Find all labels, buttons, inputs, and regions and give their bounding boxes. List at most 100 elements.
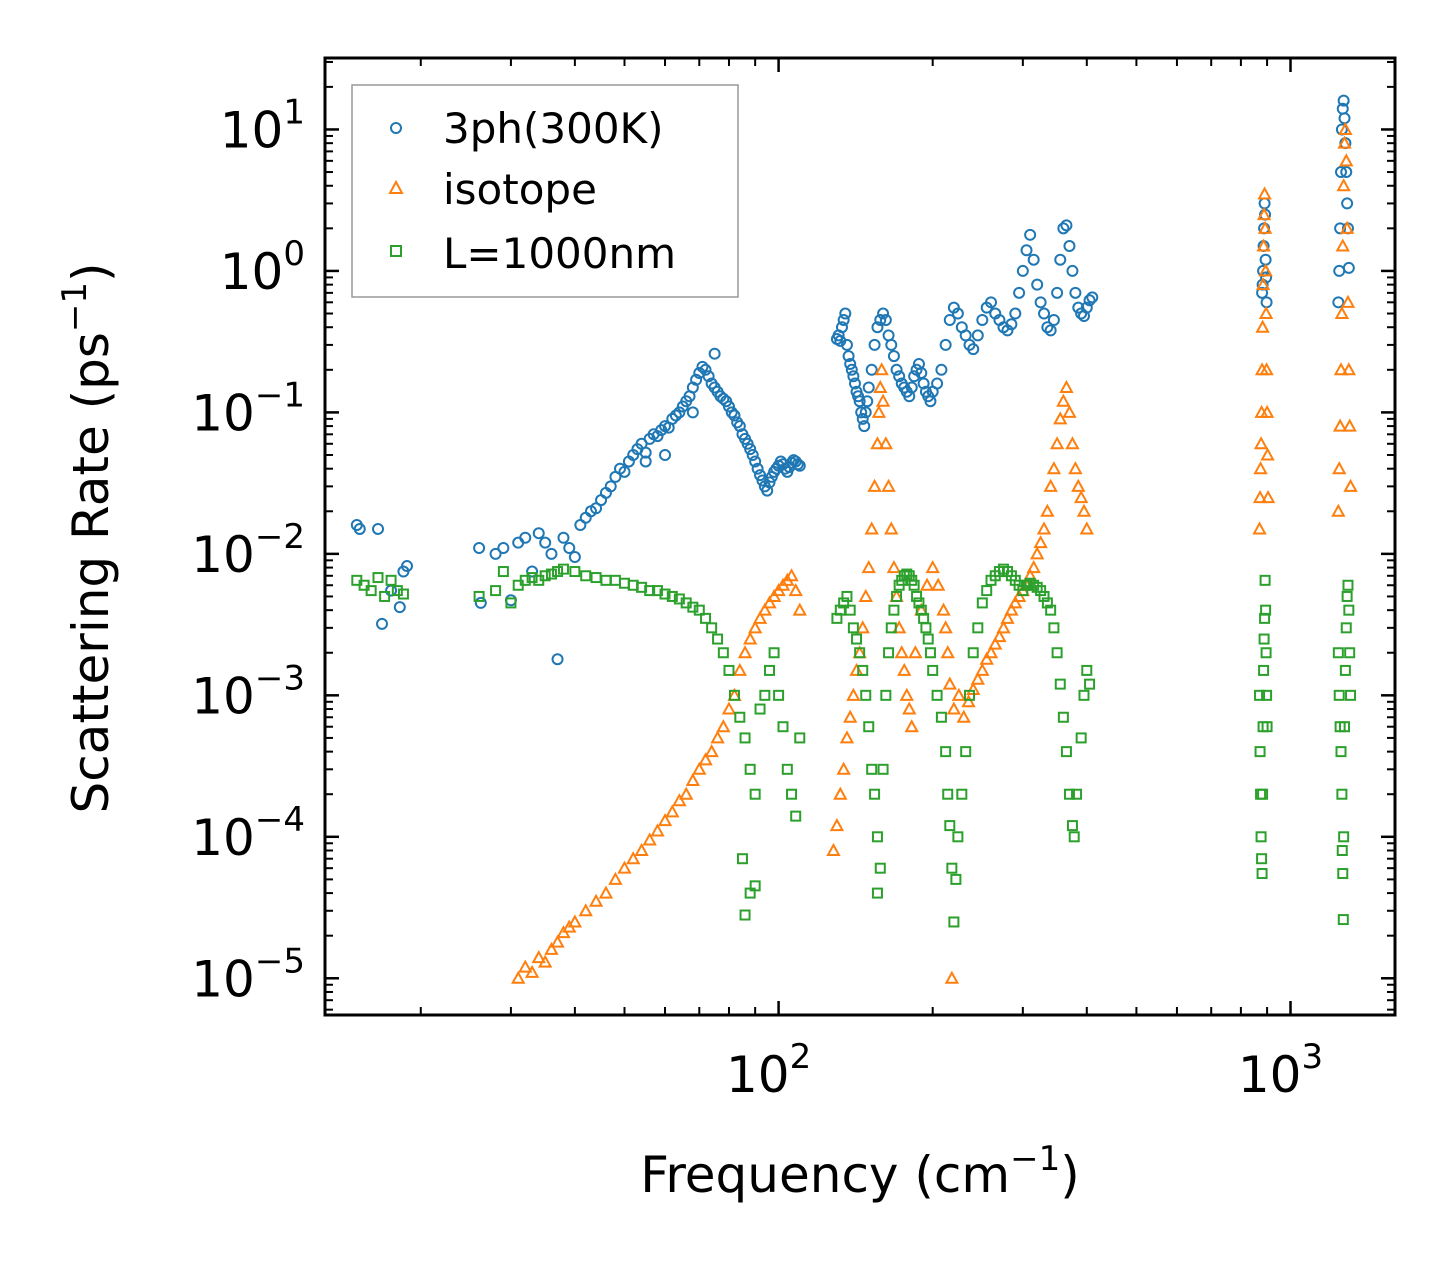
data-point [531,950,546,964]
data-point [1035,585,1047,597]
y-tick-label-base: 10 [191,384,255,442]
data-point [963,689,975,701]
data-point [737,645,753,659]
data-point [1332,418,1348,432]
data-point [882,329,895,342]
data-point [925,560,940,574]
data-point [874,313,887,326]
data-point [1253,461,1268,475]
data-point [1053,411,1068,425]
data-point [971,329,984,342]
data-point [749,455,762,468]
data-point [777,721,789,733]
legend-box [351,84,739,298]
data-point [1342,418,1357,432]
data-point [992,629,1007,643]
data-point [1257,220,1273,234]
data-point [1068,831,1080,843]
data-point [1071,478,1086,492]
data-point [855,620,870,634]
data-point [841,590,853,602]
y-tick-label-base: 10 [191,809,255,867]
data-point [869,788,881,800]
data-point [1261,721,1273,733]
data-point [1255,319,1270,333]
data-point [976,597,988,609]
data-point [1334,305,1350,320]
data-point [866,763,878,775]
data-point [1047,313,1060,326]
y-tick-label-base: 10 [220,243,284,301]
data-point [728,409,741,422]
data-point [983,645,999,659]
data-point [881,478,896,492]
data-point [563,542,576,555]
data-point [1333,362,1349,376]
y-tick-label-base: 10 [220,101,284,159]
data-point [849,662,864,676]
data-point [544,941,559,955]
data-point [1336,178,1351,192]
data-point [557,531,570,544]
legend-marker-isotope [388,179,404,194]
data-point [551,653,564,666]
data-point [874,362,889,376]
data-point [911,590,923,602]
data-point [1004,602,1019,616]
data-point [749,788,761,800]
data-point [786,788,798,800]
data-point [1038,307,1051,320]
data-point [618,577,630,589]
data-point [879,313,892,326]
data-point [840,338,853,351]
data-point [1258,263,1273,277]
data-point [867,478,882,492]
data-point [1080,301,1093,314]
data-point [877,763,889,775]
data-point [687,601,699,613]
data-point [1046,461,1062,475]
data-point [609,574,621,586]
data-point [927,664,939,676]
data-point [1038,590,1050,602]
data-point [956,788,968,800]
data-point [1086,291,1099,304]
y-tick-label-base: 10 [191,526,255,584]
data-point [873,379,888,393]
data-point [1337,914,1349,926]
data-point [693,604,705,616]
data-point [833,786,848,800]
data-point [1009,307,1022,320]
data-point [887,350,900,363]
data-point [768,647,780,659]
y-axis-title-end: ) [62,262,120,282]
y-tick-label: 10−2 [191,517,305,584]
data-point [550,934,565,948]
data-point [846,687,861,701]
data-point [996,620,1011,634]
data-point [1024,228,1037,241]
data-point [844,357,857,370]
data-point [736,853,748,865]
data-point [1256,853,1268,865]
data-point [1260,647,1272,659]
x-axis-title-end: ) [1060,1146,1080,1204]
data-point [580,570,592,582]
data-point [721,701,737,715]
data-point [1256,238,1271,252]
data-point [868,338,881,351]
legend-marker-3ph [390,122,402,134]
data-point [1333,689,1345,701]
data-point [1343,604,1355,616]
data-point [935,363,948,376]
data-point [1257,788,1269,800]
data-point [1332,461,1347,475]
data-point [749,880,761,892]
x-tick-label-exp: 2 [790,1037,812,1077]
data-point [716,719,731,733]
data-point [710,730,725,744]
plot-frame [323,56,1397,1017]
data-point [877,307,890,320]
y-tick-label-exp: −5 [255,941,305,981]
data-point [784,568,799,582]
